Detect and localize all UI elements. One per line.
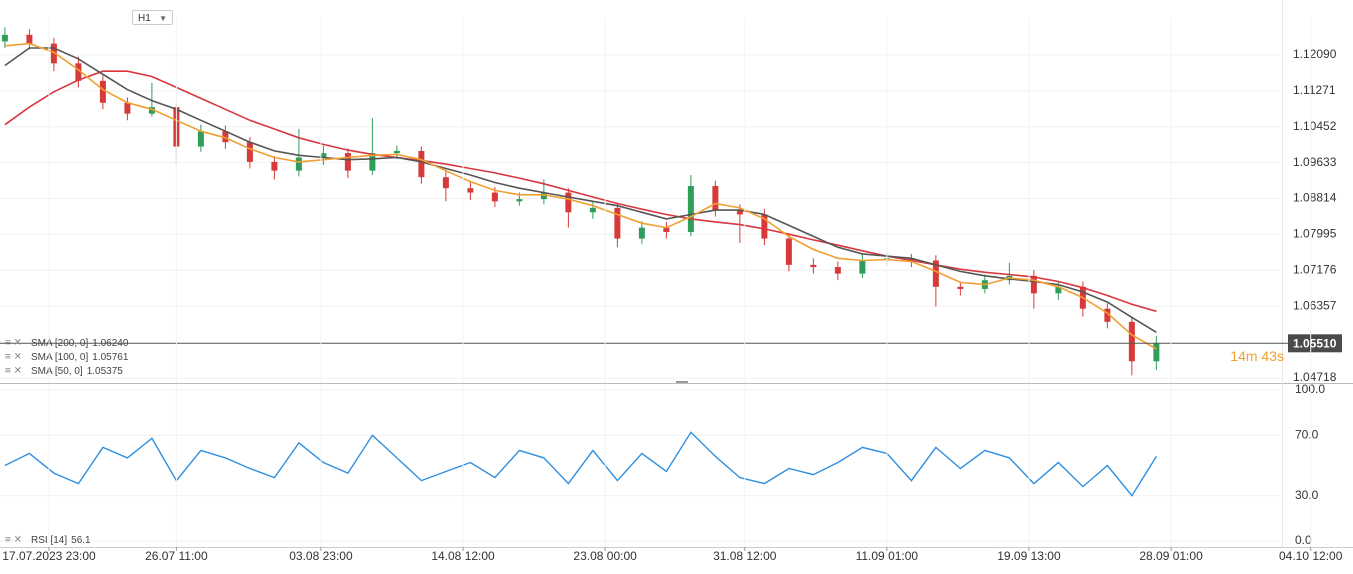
current-price-label: 1.05510 xyxy=(1293,336,1337,350)
y-tick-label: 1.06357 xyxy=(1293,298,1337,312)
candle-body xyxy=(1,34,8,42)
candle-body xyxy=(810,264,817,268)
candle-body xyxy=(491,192,498,202)
legend-icon: ≡ ✕ xyxy=(5,366,22,377)
y-tick-label: 1.07995 xyxy=(1293,227,1337,241)
y-tick-label: 1.11271 xyxy=(1293,83,1336,97)
x-tick-label: 11.09 01:00 xyxy=(856,549,919,563)
y-tick-label: 70.0 xyxy=(1295,427,1319,441)
current-price-tag xyxy=(1288,334,1342,353)
dropdown-caret: ▼ xyxy=(159,14,167,23)
sma-line xyxy=(4,70,1157,313)
x-tick-label: 26.07 11:00 xyxy=(145,549,208,563)
x-tick-label: 03.08 23:00 xyxy=(289,549,353,563)
candle-body xyxy=(736,210,743,215)
legend-value: 56.1 xyxy=(71,535,91,546)
candle-body xyxy=(271,161,278,171)
y-tick-label: 1.09633 xyxy=(1293,155,1337,169)
legend-name: SMA [50, 0] xyxy=(31,366,83,377)
candle-body xyxy=(614,207,621,239)
candle-body xyxy=(1104,308,1111,322)
candle-body xyxy=(320,153,327,158)
x-tick-label: 23.08 00:00 xyxy=(573,549,637,563)
x-tick-label: 17.07.2023 23:00 xyxy=(2,549,96,563)
candle-body xyxy=(932,260,939,287)
legend-entry: SMA [100, 0] 1.05761 xyxy=(31,352,129,363)
legend-name: SMA [100, 0] xyxy=(31,352,88,363)
candle-body xyxy=(442,177,449,189)
legend-entry: SMA [200, 0] 1.06240 xyxy=(31,338,129,349)
candle-body xyxy=(589,207,596,213)
y-tick-label: 1.08814 xyxy=(1293,191,1337,205)
candle-body xyxy=(393,150,400,154)
legend-name: SMA [200, 0] xyxy=(31,338,88,349)
candle-body xyxy=(1128,321,1135,362)
y-tick-label: 100.0 xyxy=(1295,382,1325,396)
candle-body xyxy=(99,80,106,103)
sma-line xyxy=(4,42,1157,350)
candle-body xyxy=(75,63,82,81)
y-tick-label: 1.07176 xyxy=(1293,262,1337,276)
x-tick-label: 04.10 12:00 xyxy=(1279,549,1343,563)
x-tick-label: 31.08 12:00 xyxy=(713,549,777,563)
panel-resize-handle xyxy=(676,381,688,383)
candle-body xyxy=(516,199,523,202)
candle-body xyxy=(638,227,645,239)
sma-line xyxy=(4,47,1157,333)
legend-value: 1.05375 xyxy=(87,366,124,377)
legend-value: 1.06240 xyxy=(92,338,129,349)
y-tick-label: 30.0 xyxy=(1295,488,1319,502)
candle-body xyxy=(859,260,866,274)
y-tick-label: 1.10452 xyxy=(1293,119,1337,133)
legend-icon: ≡ ✕ xyxy=(5,338,22,349)
candle-body xyxy=(785,238,792,265)
candle-body xyxy=(1030,275,1037,294)
candle-body xyxy=(1153,343,1160,362)
countdown: 14m 43s xyxy=(1230,348,1284,364)
candle-body xyxy=(124,102,131,114)
candle-body xyxy=(344,153,351,171)
candle-body xyxy=(246,142,253,162)
candle-body xyxy=(957,286,964,289)
x-tick-label: 28.09 01:00 xyxy=(1139,549,1203,563)
x-tick-label: 19.09 13:00 xyxy=(997,549,1061,563)
candle-body xyxy=(50,43,57,64)
candle-body xyxy=(908,258,915,261)
candle-body xyxy=(687,185,694,233)
timeframe-label: H1 xyxy=(138,13,151,24)
candle-body xyxy=(369,153,376,171)
candle-body xyxy=(467,188,474,193)
candle-body xyxy=(148,107,155,114)
y-tick-label: 1.12090 xyxy=(1293,47,1337,61)
legend-icon: ≡ ✕ xyxy=(5,352,22,363)
timeframe-select[interactable]: H1 ▼ xyxy=(132,10,173,25)
candle-body xyxy=(540,192,547,200)
candle-body xyxy=(197,131,204,147)
candle-body xyxy=(565,192,572,213)
legend-entry: RSI [14] 56.1 xyxy=(31,535,91,546)
candle-body xyxy=(418,150,425,178)
rsi-line xyxy=(4,431,1157,497)
legend-value: 1.05761 xyxy=(92,352,129,363)
candle-body xyxy=(1055,286,1062,294)
candle-body xyxy=(26,34,33,44)
candle-body xyxy=(712,185,719,211)
candle-body xyxy=(663,227,670,233)
y-tick-label: 1.04718 xyxy=(1293,370,1337,384)
y-tick-label: 0.0 xyxy=(1295,533,1312,547)
candle-body xyxy=(834,267,841,274)
candle-body xyxy=(222,131,229,143)
legend-icon: ≡ ✕ xyxy=(5,535,22,546)
candle-body xyxy=(295,157,302,171)
legend-entry: SMA [50, 0] 1.05375 xyxy=(31,366,123,377)
candle-body xyxy=(761,214,768,239)
x-tick-label: 14.08 12:00 xyxy=(431,549,495,563)
